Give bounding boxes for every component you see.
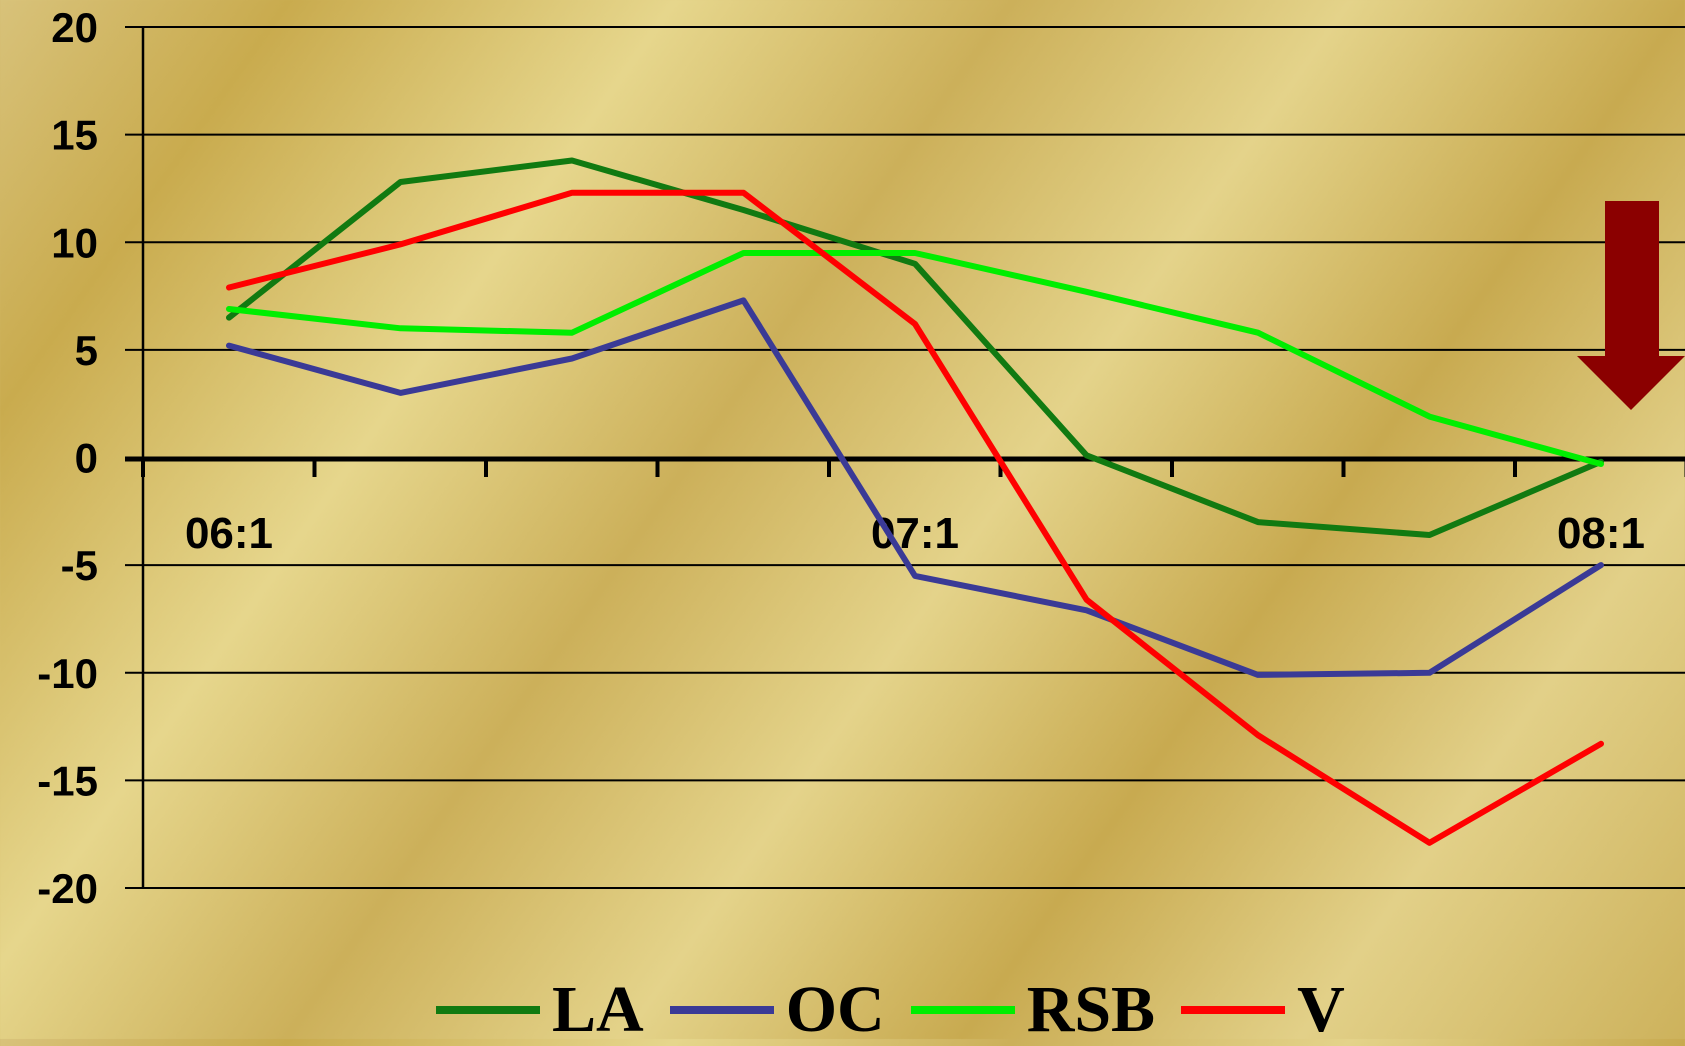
x-tick-label: 08:1 <box>1557 509 1645 558</box>
y-tick-label: -10 <box>37 650 98 697</box>
legend-swatch <box>1181 1006 1286 1014</box>
y-tick-label: -5 <box>61 542 98 589</box>
y-tick-label: 20 <box>51 4 98 51</box>
legend-label: RSB <box>1026 973 1156 1046</box>
y-tick-label: 5 <box>75 327 98 374</box>
y-tick-label: -15 <box>37 757 98 804</box>
y-tick-label: 0 <box>75 435 98 482</box>
x-tick-label: 07:1 <box>871 509 959 558</box>
series-line-rsb <box>226 250 1604 467</box>
chart-legend: LA OC RSB V <box>436 973 1371 1046</box>
legend-label: OC <box>785 973 885 1046</box>
series-line-oc <box>226 297 1604 678</box>
legend-entry-v: V <box>1181 977 1345 1043</box>
legend-label: V <box>1297 973 1345 1046</box>
y-tick-label: -20 <box>37 865 98 912</box>
legend-entry-la: LA <box>436 977 644 1043</box>
series-line-v <box>226 189 1604 846</box>
x-tick-label: 06:1 <box>185 509 273 558</box>
legend-entry-rsb: RSB <box>910 973 1156 1046</box>
down-arrow-icon <box>1577 201 1685 410</box>
legend-entry-oc: OC <box>669 973 885 1046</box>
legend-swatch <box>436 1006 540 1014</box>
legend-swatch <box>669 1006 774 1014</box>
y-tick-label: 15 <box>51 112 98 159</box>
legend-label: LA <box>552 973 644 1046</box>
y-tick-label: 10 <box>51 219 98 266</box>
series-line-la <box>226 157 1604 538</box>
legend-swatch <box>910 1006 1015 1014</box>
